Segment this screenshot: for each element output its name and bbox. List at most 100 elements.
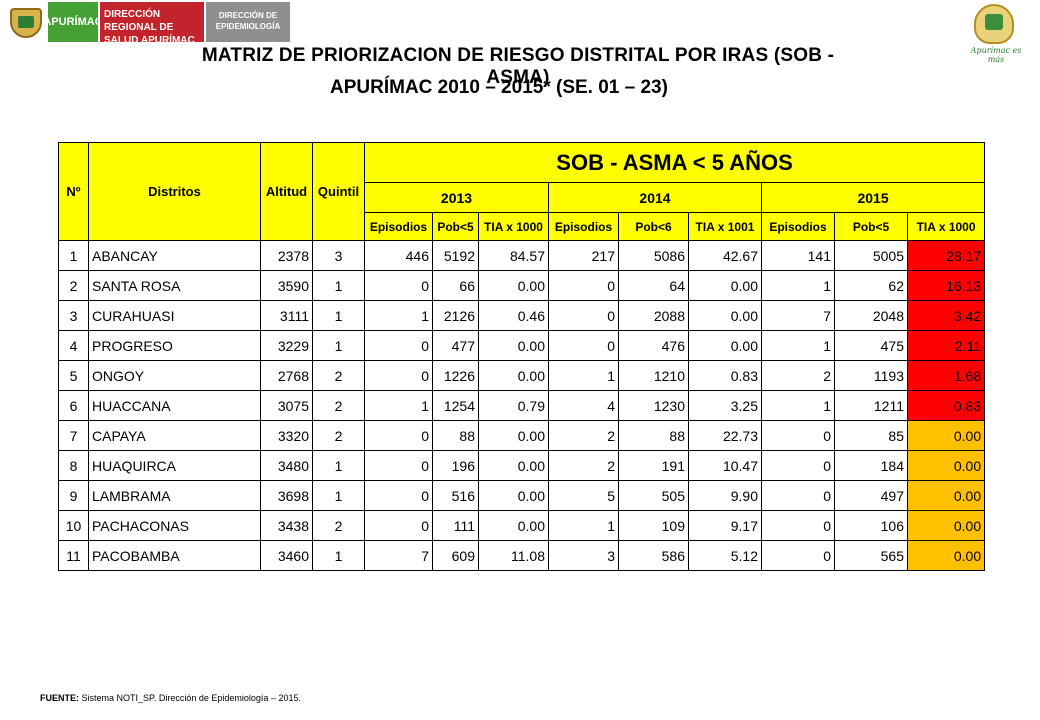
cell-tia-2013: 0.79: [478, 390, 549, 421]
cell-number: 4: [58, 330, 89, 361]
cell-tia-2014: 0.00: [688, 330, 762, 361]
cell-altitude: 3111: [260, 300, 313, 331]
cell-pob-2014: 1230: [618, 390, 689, 421]
cell-tia-2014: 5.12: [688, 540, 762, 571]
cell-quintile: 1: [312, 450, 365, 481]
cell-pob-2015: 1193: [834, 360, 908, 391]
header-quintile: Quintil: [312, 142, 365, 241]
cell-episodes-2014: 0: [548, 330, 619, 361]
cell-district: PACOBAMBA: [88, 540, 261, 571]
logo-motto: Apurímac es más: [970, 46, 1022, 64]
cell-pob-2014: 505: [618, 480, 689, 511]
cell-episodes-2015: 1: [761, 270, 835, 301]
cell-tia-2015: 0.83: [906, 390, 986, 421]
cell-tia-2014: 42.67: [688, 240, 762, 271]
cell-pob-2015: 2048: [834, 300, 908, 331]
cell-pob-2015: 85: [834, 420, 908, 451]
cell-pob-2013: 111: [432, 510, 479, 541]
cell-episodes-2013: 1: [364, 300, 433, 331]
cell-pob-2014: 88: [618, 420, 689, 451]
cell-tia-2014: 0.00: [688, 300, 762, 331]
cell-pob-2013: 609: [432, 540, 479, 571]
cell-tia-2015: 0.00: [906, 420, 986, 451]
cell-pob-2013: 88: [432, 420, 479, 451]
cell-tia-2015: 0.00: [906, 480, 986, 511]
header-year-2014: 2014: [548, 182, 762, 213]
page-title: MATRIZ DE PRIORIZACION DE RIESGO DISTRIT…: [201, 45, 835, 88]
cell-altitude: 2768: [260, 360, 313, 391]
cell-number: 11: [58, 540, 89, 571]
cell-episodes-2015: 7: [761, 300, 835, 331]
cell-number: 8: [58, 450, 89, 481]
cell-altitude: 3229: [260, 330, 313, 361]
cell-episodes-2014: 0: [548, 270, 619, 301]
table-row: 3 CURAHUASI 3111 1 1 2126 0.46 0 2088 0.00 7 2048 3.…: [58, 300, 986, 331]
cell-episodes-2013: 0: [364, 510, 433, 541]
cell-episodes-2015: 1: [761, 390, 835, 421]
cell-quintile: 2: [312, 420, 365, 451]
cell-episodes-2015: 141: [761, 240, 835, 271]
cell-number: 10: [58, 510, 89, 541]
cell-district: PACHACONAS: [88, 510, 261, 541]
header-pob-2015: Pob<5: [834, 212, 908, 241]
cell-tia-2014: 0.00: [688, 270, 762, 301]
cell-altitude: 3698: [260, 480, 313, 511]
cell-tia-2013: 0.00: [478, 510, 549, 541]
cell-tia-2014: 10.47: [688, 450, 762, 481]
page-subtitle: APURÍMAC 2010 – 2015* (SE. 01 – 23): [330, 77, 668, 98]
cell-episodes-2014: 3: [548, 540, 619, 571]
cell-episodes-2013: 446: [364, 240, 433, 271]
table-row: 9 LAMBRAMA 3698 1 0 516 0.00 5 505 9.90 0 497 0.00: [58, 480, 986, 511]
cell-tia-2015: 28.17: [906, 240, 986, 271]
cell-quintile: 1: [312, 300, 365, 331]
header-district: Distritos: [88, 142, 261, 241]
cell-episodes-2014: 4: [548, 390, 619, 421]
cell-district: CAPAYA: [88, 420, 261, 451]
cell-pob-2014: 586: [618, 540, 689, 571]
cell-episodes-2015: 0: [761, 510, 835, 541]
cell-episodes-2013: 0: [364, 330, 433, 361]
cell-altitude: 3075: [260, 390, 313, 421]
cell-pob-2013: 1226: [432, 360, 479, 391]
cell-episodes-2013: 1: [364, 390, 433, 421]
table-row: 11 PACOBAMBA 3460 1 7 609 11.08 3 586 5.12 0 565 0.0…: [58, 540, 986, 571]
cell-altitude: 3320: [260, 420, 313, 451]
cell-quintile: 2: [312, 360, 365, 391]
cell-episodes-2014: 2: [548, 420, 619, 451]
cell-district: ABANCAY: [88, 240, 261, 271]
cell-episodes-2015: 2: [761, 360, 835, 391]
cell-pob-2015: 475: [834, 330, 908, 361]
header-group: SOB - ASMA < 5 AÑOS: [363, 142, 986, 183]
cell-pob-2015: 565: [834, 540, 908, 571]
header-year-2013: 2013: [364, 182, 549, 213]
cell-tia-2013: 0.00: [478, 480, 549, 511]
cell-number: 9: [58, 480, 89, 511]
brand-long-label: DIRECCIÓN REGIONAL DE SALUD APURÍMAC: [100, 2, 204, 46]
table-row: 4 PROGRESO 3229 1 0 477 0.00 0 476 0.00 1 475 2.11: [58, 330, 986, 361]
table-body: 1 ABANCAY 2378 3 446 5192 84.57 217 5086 42.67 141…: [58, 240, 986, 571]
table-row: 2 SANTA ROSA 3590 1 0 66 0.00 0 64 0.00 1 62 16.13: [58, 270, 986, 301]
cell-pob-2015: 106: [834, 510, 908, 541]
cell-pob-2013: 516: [432, 480, 479, 511]
cell-pob-2015: 1211: [834, 390, 908, 421]
cell-episodes-2014: 1: [548, 360, 619, 391]
cell-pob-2013: 196: [432, 450, 479, 481]
cell-pob-2013: 5192: [432, 240, 479, 271]
cell-episodes-2013: 7: [364, 540, 433, 571]
cell-quintile: 2: [312, 510, 365, 541]
cell-pob-2013: 477: [432, 330, 479, 361]
cell-episodes-2014: 1: [548, 510, 619, 541]
risk-matrix-table: Nº Distritos Altitud Quintil SOB - ASMA …: [58, 142, 986, 571]
cell-number: 6: [58, 390, 89, 421]
header-tia-2013: TIA x 1000: [478, 212, 549, 241]
cell-episodes-2014: 217: [548, 240, 619, 271]
header-pob-2014: Pob<6: [618, 212, 689, 241]
header-altitude: Altitud: [260, 142, 313, 241]
cell-quintile: 1: [312, 540, 365, 571]
header-number: Nº: [58, 142, 89, 241]
cell-episodes-2015: 0: [761, 450, 835, 481]
cell-quintile: 1: [312, 270, 365, 301]
cell-altitude: 3480: [260, 450, 313, 481]
cell-altitude: 3460: [260, 540, 313, 571]
cell-number: 1: [58, 240, 89, 271]
